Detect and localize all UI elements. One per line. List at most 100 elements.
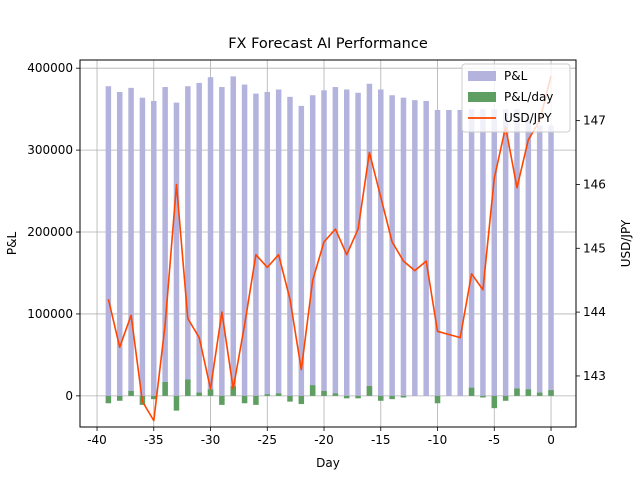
pnl-day-bar <box>366 386 373 396</box>
pnl-day-bar <box>173 395 180 411</box>
y-tick-label: 200000 <box>27 225 73 239</box>
y-tick-label: 100000 <box>27 307 73 321</box>
pnl-day-bar <box>343 395 350 399</box>
legend: P&L P&L/day USD/JPY <box>461 63 571 133</box>
legend-swatch <box>468 71 496 81</box>
pnl-day-bar <box>309 385 316 396</box>
pnl-day-bar <box>287 395 293 402</box>
pnl-day-bar <box>298 395 305 405</box>
y-axis-right: 143 144 145 146 147 <box>576 114 606 383</box>
bars-layer <box>105 76 554 411</box>
pnl-bar <box>434 109 441 396</box>
pnl-day-bar <box>548 390 554 396</box>
pnl-bar <box>400 97 407 396</box>
y-tick-label: 400000 <box>27 61 73 75</box>
pnl-day-bar <box>275 393 282 396</box>
x-tick-label: -35 <box>144 433 164 447</box>
plot-frame <box>79 59 577 428</box>
pnl-bar <box>366 83 373 396</box>
legend-label: USD/JPY <box>504 111 552 125</box>
pnl-bar <box>105 86 112 396</box>
pnl-bar <box>241 84 248 396</box>
pnl-bar <box>378 89 384 396</box>
x-axis: -40 -35 -30 -25 -20 -15 -10 -5 0 <box>87 427 555 447</box>
y2-axis-label: USD/JPY <box>619 219 633 267</box>
pnl-day-bar <box>355 395 361 399</box>
y-axis-label: P&L <box>5 232 19 256</box>
pnl-day-bar <box>196 392 202 396</box>
pnl-day-bar <box>241 395 248 404</box>
pnl-bar <box>139 97 146 396</box>
y2-tick-label: 144 <box>583 305 606 319</box>
pnl-bar <box>536 125 543 396</box>
x-tick-label: -20 <box>314 433 334 447</box>
x-tick-label: -15 <box>371 433 391 447</box>
x-tick-label: -25 <box>257 433 277 447</box>
pnl-day-bar <box>525 389 532 396</box>
pnl-bar <box>457 109 463 396</box>
pnl-bar <box>219 87 225 396</box>
pnl-day-bar <box>514 388 520 396</box>
pnl-bar <box>196 82 202 396</box>
pnl-day-bar <box>389 395 395 400</box>
pnl-bar <box>185 86 191 396</box>
y-tick-label: 300000 <box>27 143 73 157</box>
pnl-bar <box>151 100 157 396</box>
pnl-bar <box>412 100 418 396</box>
pnl-day-bar <box>264 394 271 396</box>
pnl-bar <box>446 109 452 396</box>
pnl-day-bar <box>128 390 134 396</box>
pnl-bar <box>514 109 520 396</box>
y2-tick-label: 143 <box>583 369 606 383</box>
pnl-day-bar <box>400 395 407 398</box>
pnl-bar <box>423 100 429 396</box>
pnl-day-bar <box>502 395 509 401</box>
pnl-bar <box>332 87 339 396</box>
x-tick-label: 0 <box>547 433 555 447</box>
pnl-bar <box>128 87 134 396</box>
pnl-day-bar <box>105 395 112 404</box>
pnl-bar <box>287 96 293 396</box>
pnl-day-bar <box>230 386 236 396</box>
y2-tick-label: 146 <box>583 177 606 191</box>
pnl-day-bar <box>378 395 384 401</box>
pnl-bar <box>207 77 214 396</box>
legend-label: P&L/day <box>504 90 553 104</box>
pnl-bar <box>173 102 180 396</box>
pnl-bar <box>298 105 305 396</box>
y2-tick-label: 145 <box>583 241 606 255</box>
y-tick-label: 0 <box>65 389 73 403</box>
pnl-day-bar <box>536 392 543 396</box>
pnl-bar <box>480 109 486 396</box>
pnl-bar <box>116 91 123 396</box>
pnl-day-bar <box>162 381 168 396</box>
pnl-day-bar <box>491 395 498 409</box>
x-tick-label: -10 <box>428 433 448 447</box>
pnl-bar <box>525 117 532 396</box>
usdjpy-line <box>107 75 552 422</box>
pnl-bar <box>230 76 236 396</box>
pnl-bar <box>162 87 168 396</box>
pnl-day-bar <box>151 395 157 400</box>
pnl-day-bar <box>253 395 259 405</box>
pnl-day-bar <box>468 387 475 396</box>
pnl-bar <box>389 95 395 396</box>
pnl-day-bar <box>480 395 486 398</box>
pnl-bar <box>309 95 316 396</box>
pnl-day-bar <box>207 389 214 396</box>
line-layer <box>107 75 552 422</box>
pnl-day-bar <box>321 390 327 396</box>
legend-swatch <box>468 92 496 102</box>
x-tick-label: -5 <box>488 433 500 447</box>
x-tick-label: -30 <box>201 433 221 447</box>
pnl-bar <box>548 125 554 396</box>
y-axis-left: 0 100000 200000 300000 400000 <box>27 61 80 403</box>
pnl-day-bar <box>116 395 123 401</box>
x-tick-label: -40 <box>87 433 107 447</box>
pnl-bar <box>355 92 361 396</box>
pnl-bar <box>343 89 350 396</box>
pnl-bar <box>275 89 282 396</box>
x-axis-label: Day <box>316 456 340 470</box>
pnl-bar <box>502 109 509 396</box>
